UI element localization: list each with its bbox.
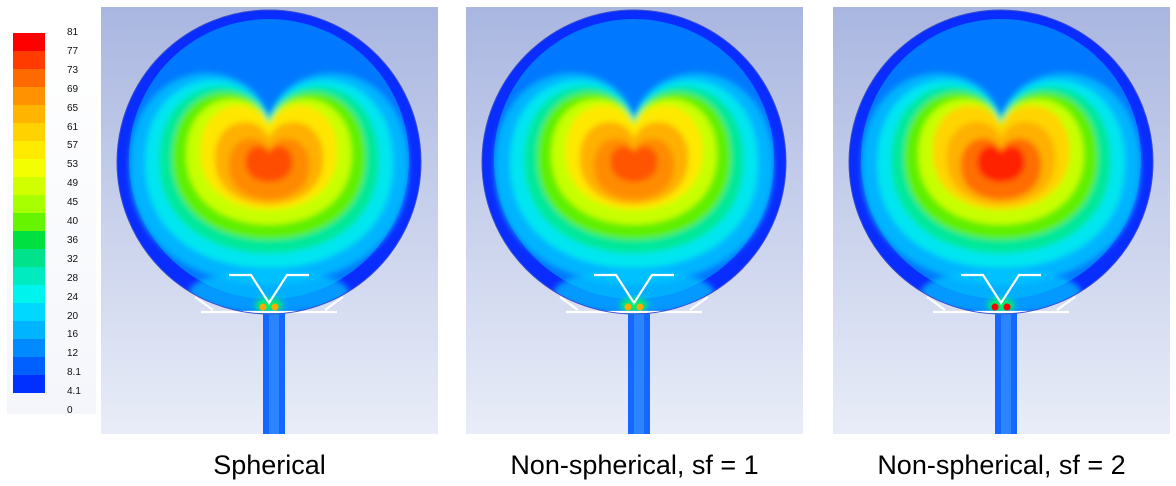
colorbar-swatch <box>13 123 45 141</box>
colorbar-swatch <box>13 159 45 177</box>
contour-panel-non-spherical-sf2 <box>833 7 1170 434</box>
colorbar-tick-label: 40 <box>67 216 79 227</box>
colorbar-tick-label: 53 <box>67 159 79 171</box>
colorbar-swatch <box>13 141 45 159</box>
colorbar-tick-label: 12 <box>67 348 79 360</box>
colorbar-swatch <box>13 357 45 375</box>
colorbar-tick-label: 32 <box>67 253 79 265</box>
colorbar-tick-label: 24 <box>67 291 79 303</box>
colorbar-swatch <box>13 87 45 105</box>
contour-plot <box>101 7 438 434</box>
colorbar-swatches <box>13 33 45 411</box>
colorbar-tick-label: 61 <box>67 121 79 133</box>
colorbar-swatch <box>13 285 45 303</box>
colorbar-tick-label: 36 <box>67 234 79 246</box>
colorbar-swatch <box>13 33 45 51</box>
colorbar-tick-label: 81 <box>67 27 79 38</box>
colorbar-swatch <box>13 69 45 87</box>
colorbar-swatch <box>13 105 45 123</box>
caption-non-spherical-sf1: Non-spherical, sf = 1 <box>510 450 759 480</box>
colorbar-legend: 81 77 73 69 65 61 57 53 49 45 40 36 32 28 24 20 16 12 8.1 4… <box>7 27 96 417</box>
colorbar-tick-label: 16 <box>67 329 79 341</box>
caption-spherical: Spherical <box>213 450 326 480</box>
colorbar-swatch <box>13 213 45 231</box>
colorbar-swatch <box>13 231 45 249</box>
colorbar-swatch <box>13 321 45 339</box>
colorbar-swatch <box>13 375 45 393</box>
colorbar-swatch <box>13 303 45 321</box>
colorbar-swatch <box>13 249 45 267</box>
colorbar-tick-label: 0 <box>67 405 73 416</box>
baffle-outline <box>926 273 1076 314</box>
colorbar-tick-label: 57 <box>67 140 79 152</box>
baffle-outline <box>559 273 709 314</box>
colorbar-swatch <box>13 51 45 69</box>
colorbar-tick-label: 20 <box>67 310 79 322</box>
colorbar-tick-label: 69 <box>67 83 79 95</box>
colorbar-tick-label: 4.1 <box>67 386 81 398</box>
colorbar-tick-label: 49 <box>67 178 79 190</box>
colorbar-tick-label: 28 <box>67 272 79 284</box>
colorbar-swatch <box>13 339 45 357</box>
colorbar-swatch <box>13 195 45 213</box>
colorbar-tick-label: 77 <box>67 45 79 57</box>
colorbar-tick-label: 45 <box>67 197 79 209</box>
baffle-outline <box>194 273 344 314</box>
caption-non-spherical-sf2: Non-spherical, sf = 2 <box>877 450 1126 480</box>
colorbar-tick-label: 65 <box>67 102 79 114</box>
contour-panel-non-spherical-sf1 <box>466 7 803 434</box>
contour-plot <box>466 7 803 434</box>
colorbar-swatch <box>13 267 45 285</box>
colorbar-tick-label: 8.1 <box>67 367 81 379</box>
colorbar-tick-label: 73 <box>67 64 79 76</box>
colorbar-swatch <box>13 177 45 195</box>
colorbar-tick-labels: 81 77 73 69 65 61 57 53 49 45 40 36 32 28 24 20 16 12 8.1 4… <box>67 27 95 417</box>
contour-panel-spherical <box>101 7 438 434</box>
contour-plot <box>833 7 1170 434</box>
